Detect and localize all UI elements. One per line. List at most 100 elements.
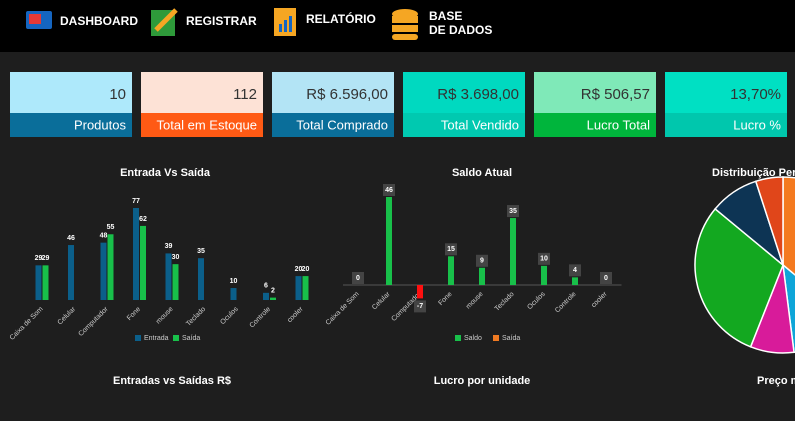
value-label: 55: [107, 224, 115, 231]
card-bottom: [534, 113, 656, 137]
bar: [35, 265, 42, 300]
card-value: R$ 6.596,00: [306, 86, 388, 103]
x-tick-label: mouse: [155, 306, 175, 326]
bar: [100, 242, 107, 300]
legend-label: Saída: [182, 335, 200, 342]
nav-label[interactable]: DE DADOS: [429, 23, 492, 37]
nav-label[interactable]: DASHBOARD: [60, 14, 138, 28]
icon-db: [392, 34, 418, 40]
card-value: 13,70%: [730, 86, 781, 103]
card-top: [665, 72, 787, 113]
value-label: 0: [356, 275, 360, 282]
value-label: 20: [295, 266, 303, 273]
legend-swatch: [455, 335, 461, 341]
value-label: 77: [132, 198, 140, 205]
x-tick-label: mouse: [465, 291, 485, 311]
x-tick-label: Caixa de Som: [325, 291, 361, 327]
x-tick-label: Caixa de Som: [9, 306, 45, 342]
bar: [386, 197, 392, 285]
icon-db: [392, 25, 418, 32]
card-bottom: [141, 113, 263, 137]
nav-dashboard[interactable]: DASHBOARD: [26, 11, 138, 29]
x-tick-label: cooler: [286, 305, 305, 324]
value-label: 39: [165, 243, 173, 250]
icon-part: [289, 16, 292, 32]
value-label: 10: [230, 278, 238, 285]
label-box: [600, 272, 612, 284]
card-value: R$ 3.698,00: [437, 86, 519, 103]
x-tick-label: Oculos: [219, 305, 240, 326]
card-bottom: [403, 113, 525, 137]
nav-label[interactable]: REGISTRAR: [186, 14, 257, 28]
nav-relatorio[interactable]: RELATÓRIO: [274, 8, 376, 36]
bar: [172, 264, 179, 300]
x-tick-label: Fone: [437, 291, 453, 307]
card-bottom: [665, 113, 787, 137]
bar: [230, 288, 237, 300]
card-label: Total Comprado: [296, 117, 388, 132]
nav-base-dados[interactable]: BASE DE DADOS: [392, 9, 492, 40]
bar: [198, 258, 204, 300]
card-top: [534, 72, 656, 113]
legend-swatch: [493, 335, 499, 341]
pie-slice: [754, 176, 784, 266]
card-bottom: [10, 113, 132, 137]
bar: [42, 265, 49, 300]
section-title: Lucro por unidade: [434, 375, 531, 387]
value-label: 10: [540, 256, 548, 263]
bar: [263, 292, 269, 300]
bar: [479, 267, 485, 285]
value-label: 29: [35, 255, 43, 262]
label-box: [445, 243, 457, 256]
bar: [165, 253, 172, 300]
bar: [295, 276, 302, 300]
chart-title: Saldo Atual: [452, 167, 512, 179]
bar: [572, 277, 578, 285]
icon-part: [279, 24, 282, 32]
legend-label: Saída: [502, 335, 520, 342]
section-title: Preço m: [757, 375, 795, 387]
x-tick-label: Celular: [371, 290, 392, 311]
value-label: 2: [271, 287, 275, 294]
card-value: 112: [233, 86, 257, 103]
x-tick-label: Oculos: [526, 290, 547, 311]
bar: [510, 218, 516, 285]
bar: [302, 276, 309, 300]
card-value: 10: [109, 86, 126, 103]
value-label: 29: [42, 255, 50, 262]
x-tick-label: Controle: [554, 291, 578, 315]
nav-registrar[interactable]: REGISTRAR: [151, 8, 257, 36]
icon-part: [29, 14, 41, 24]
value-label: 35: [197, 248, 205, 255]
value-label: 35: [509, 208, 517, 215]
value-label: -7: [417, 303, 423, 310]
legend-swatch: [173, 335, 179, 341]
section-title: Entradas vs Saídas R$: [113, 375, 231, 387]
nav-label[interactable]: BASE: [429, 9, 462, 23]
bar: [541, 265, 547, 285]
pie-slice: [694, 207, 784, 348]
value-label: 62: [139, 216, 147, 223]
nav-label[interactable]: RELATÓRIO: [306, 11, 376, 26]
card-top: [272, 72, 394, 113]
legend-label: Entrada: [144, 335, 169, 342]
card-top: [141, 72, 263, 113]
card-top: [403, 72, 525, 113]
bar: [140, 225, 146, 300]
value-label: 6: [264, 283, 268, 290]
icon-db: [392, 16, 418, 23]
icon-part: [284, 20, 287, 32]
label-box: [538, 252, 550, 265]
x-tick-label: Teclado: [185, 306, 207, 328]
value-label: 4: [573, 267, 577, 274]
value-label: 48: [100, 232, 108, 239]
card-top: [10, 72, 132, 113]
bar: [448, 256, 454, 285]
card-bottom: [272, 113, 394, 137]
x-tick-label: Celular: [57, 305, 78, 326]
value-label: 30: [172, 254, 180, 261]
label-box: [352, 272, 364, 284]
label-box: [414, 300, 426, 313]
x-tick-label: cooler: [590, 290, 609, 309]
